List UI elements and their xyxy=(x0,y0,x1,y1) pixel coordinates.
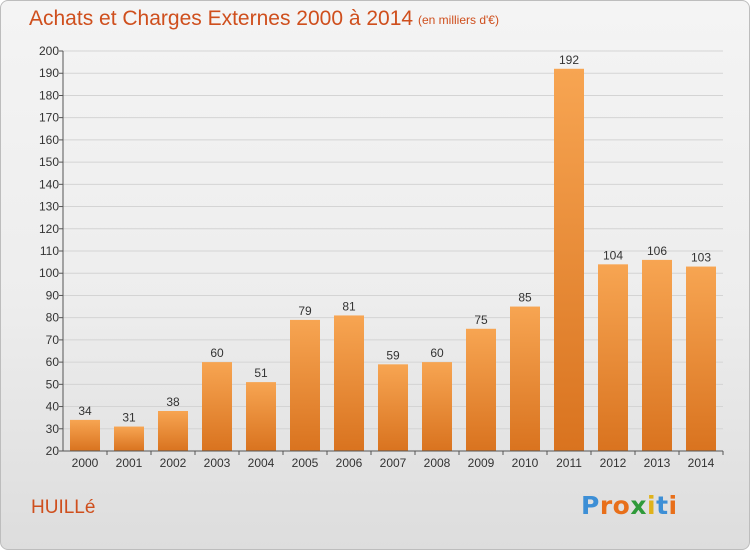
y-tick-label: 190 xyxy=(39,66,59,80)
y-tick-label: 110 xyxy=(40,244,59,258)
bar xyxy=(114,426,144,451)
x-tick-label: 2013 xyxy=(644,456,671,470)
x-tick-label: 2004 xyxy=(248,456,275,470)
data-label: 192 xyxy=(559,53,579,67)
bar xyxy=(554,68,584,452)
bar xyxy=(246,382,276,451)
y-tick-label: 40 xyxy=(46,400,60,414)
x-tick-label: 2011 xyxy=(556,456,582,470)
logo-letter: o xyxy=(612,491,631,520)
bar xyxy=(642,259,672,451)
bar xyxy=(202,362,232,451)
bars xyxy=(70,68,716,452)
chart-title: Achats et Charges Externes 2000 à 2014 xyxy=(29,7,414,30)
bar xyxy=(334,315,364,451)
data-label: 31 xyxy=(122,411,136,425)
logo-letter: t xyxy=(656,491,669,520)
y-tick-label: 90 xyxy=(46,288,60,302)
bar xyxy=(686,266,716,451)
bar xyxy=(510,306,540,451)
y-tick-label: 140 xyxy=(39,177,59,191)
y-tick-label: 70 xyxy=(46,333,60,347)
y-tick-label: 150 xyxy=(39,155,59,169)
data-label: 106 xyxy=(647,244,667,258)
logo-letter: P xyxy=(581,491,600,520)
data-label: 38 xyxy=(166,395,180,409)
data-label: 60 xyxy=(210,346,224,360)
axes: 20 30 40 50 60 70 80 90 100 110 120 130 140 150 160 170… xyxy=(39,44,724,470)
bar xyxy=(158,411,188,451)
y-tick-label: 160 xyxy=(39,133,59,147)
y-tick-label: 60 xyxy=(46,355,60,369)
bar xyxy=(378,364,408,451)
x-tick-label: 2001 xyxy=(116,456,143,470)
x-tick-label: 2008 xyxy=(424,456,451,470)
y-tick-label: 30 xyxy=(46,422,60,436)
x-tick-label: 2007 xyxy=(380,456,407,470)
data-label: 79 xyxy=(298,304,312,318)
y-tick-label: 50 xyxy=(46,377,60,391)
proxiti-logo: Proxiti xyxy=(581,491,678,520)
bar xyxy=(598,264,628,451)
commune-name: HUILLé xyxy=(31,497,96,518)
data-label: 59 xyxy=(386,348,400,362)
data-label: 51 xyxy=(254,366,268,380)
y-tick-label: 80 xyxy=(46,311,60,325)
data-label: 60 xyxy=(430,346,444,360)
bar xyxy=(422,362,452,451)
x-tick-label: 2014 xyxy=(688,456,715,470)
data-label: 34 xyxy=(78,404,92,418)
y-tick-label: 180 xyxy=(39,88,59,102)
x-tick-label: 2003 xyxy=(204,456,231,470)
data-label: 75 xyxy=(474,313,488,327)
chart-subtitle: (en milliers d'€) xyxy=(418,13,499,27)
y-tick-label: 200 xyxy=(39,44,59,58)
logo-letter: r xyxy=(599,491,613,520)
data-label: 104 xyxy=(603,248,623,262)
x-tick-label: 2012 xyxy=(600,456,627,470)
x-tick-label: 2000 xyxy=(72,456,99,470)
bar xyxy=(290,319,320,451)
logo-letter: i xyxy=(668,491,678,520)
x-tick-label: 2010 xyxy=(512,456,539,470)
x-tick-label: 2009 xyxy=(468,456,495,470)
y-tick-label: 130 xyxy=(39,200,59,214)
logo-letter: i xyxy=(647,491,657,520)
data-label: 81 xyxy=(342,299,356,313)
bar xyxy=(70,419,100,451)
logo-letter: x xyxy=(630,491,647,520)
data-label: 85 xyxy=(518,291,532,305)
y-tick-label: 120 xyxy=(39,222,59,236)
y-tick-label: 170 xyxy=(39,111,59,125)
y-tick-label: 100 xyxy=(39,266,59,280)
x-tick-label: 2006 xyxy=(336,456,363,470)
bar xyxy=(466,328,496,451)
data-label: 103 xyxy=(691,251,711,265)
x-tick-label: 2002 xyxy=(160,456,187,470)
x-tick-label: 2005 xyxy=(292,456,319,470)
y-tick-label: 20 xyxy=(46,444,60,458)
